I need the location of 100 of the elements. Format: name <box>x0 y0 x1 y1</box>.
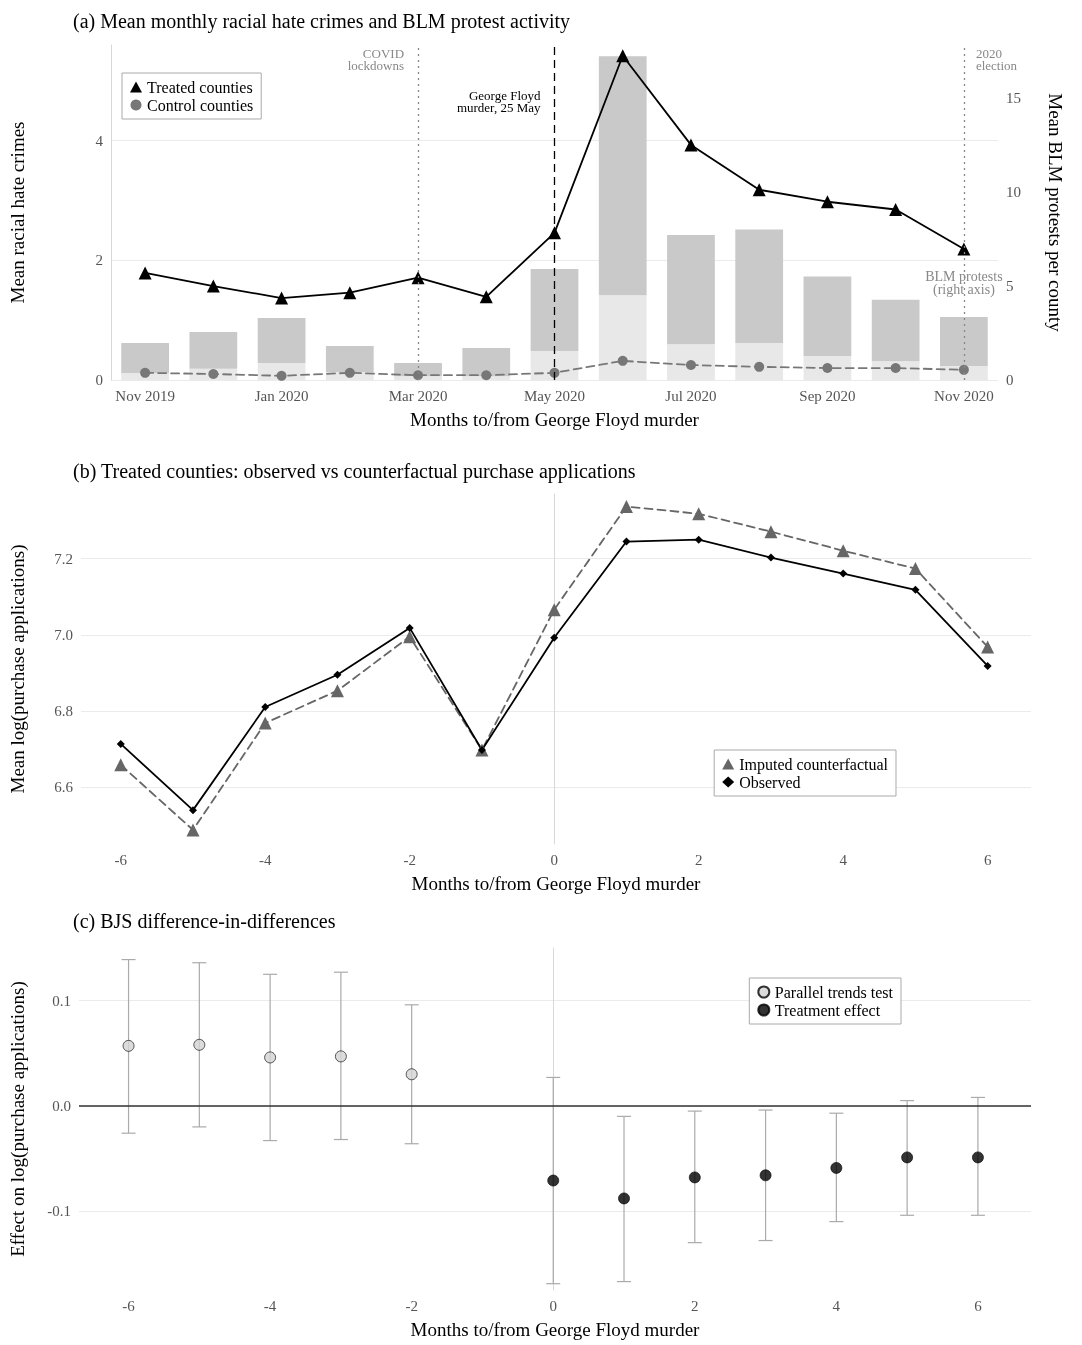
point <box>275 291 289 305</box>
bar <box>189 332 238 369</box>
y-tick-label: 6.8 <box>54 702 73 719</box>
x-tick-label: Jul 2020 <box>665 387 717 404</box>
x-tick-label: -6 <box>114 851 128 868</box>
bar <box>667 235 715 345</box>
point <box>333 670 342 679</box>
x-tick-label: May 2020 <box>523 387 586 404</box>
ref-line-label: George Floyd murder, 25 May <box>456 87 541 115</box>
point <box>889 203 903 217</box>
y2-tick-label: 15 <box>1006 89 1021 106</box>
x-tick-label: -4 <box>263 1297 277 1314</box>
annotation: BLM protests (right axis) <box>925 269 1003 299</box>
point <box>206 279 220 293</box>
point <box>261 703 270 712</box>
point <box>343 286 357 300</box>
point <box>188 806 197 815</box>
x-tick-label: Jan 2020 <box>254 387 309 404</box>
legend-label: Imputed counterfactual <box>739 755 889 774</box>
point <box>140 367 151 378</box>
x-tick-label: Nov 2019 <box>115 387 175 404</box>
point <box>548 226 561 240</box>
point <box>688 1171 701 1184</box>
point <box>549 367 560 378</box>
point <box>981 640 995 654</box>
x-tick-label: 6 <box>983 851 992 868</box>
point <box>616 49 630 63</box>
x-tick-label: Nov 2020 <box>934 387 994 404</box>
point <box>958 364 969 375</box>
legend-label: Parallel trends test <box>774 983 894 1001</box>
x-tick-label: 0 <box>550 851 558 868</box>
chart-title: (c) BJS difference-in-differences <box>73 910 336 933</box>
x-tick-label: 4 <box>839 851 848 868</box>
point <box>335 1050 347 1063</box>
point <box>114 758 128 772</box>
point <box>116 739 125 748</box>
x-tick-label: 6 <box>974 1297 983 1314</box>
y-tick-label: 0 <box>95 372 103 388</box>
x-tick-label: 2 <box>694 851 703 868</box>
y2-tick-label: 0 <box>1006 372 1014 388</box>
point <box>618 1192 630 1205</box>
point <box>344 367 355 378</box>
y-tick-label: 0.1 <box>52 992 71 1009</box>
x-tick-label: 2 <box>691 1297 699 1314</box>
point <box>764 525 778 539</box>
y-tick-label: 2 <box>95 252 103 269</box>
point <box>619 500 633 514</box>
point <box>550 633 559 642</box>
y-tick-label: 7.2 <box>54 550 73 567</box>
point <box>276 370 287 381</box>
point <box>411 271 425 285</box>
point <box>481 370 492 381</box>
y-tick-label: 7.0 <box>54 626 73 643</box>
point <box>547 603 561 617</box>
point <box>822 363 833 374</box>
point <box>413 370 424 381</box>
point <box>692 507 706 521</box>
y-axis-title: Mean log(purchase applications) <box>7 544 29 794</box>
legend-label: Treatment effect <box>774 1001 881 1019</box>
x-tick-label: -2 <box>403 851 416 868</box>
legend-label: Treated counties <box>147 78 253 96</box>
point <box>830 1162 843 1174</box>
point <box>754 361 765 372</box>
y-tick-label: 0.0 <box>52 1097 71 1114</box>
chart-title: (a) Mean monthly racial hate crimes and BLM protest activity <box>73 10 571 33</box>
y-tick-label: 6.6 <box>54 778 74 795</box>
point <box>617 355 628 366</box>
x-axis-title: Months to/from George Floyd murder <box>410 409 700 430</box>
x-tick-label: Sep 2020 <box>799 387 856 404</box>
point <box>186 823 200 837</box>
point <box>694 535 703 544</box>
bar <box>121 342 169 374</box>
x-axis-title: Months to/from George Floyd murder <box>410 1319 701 1340</box>
point <box>759 1169 772 1182</box>
point <box>839 569 848 578</box>
x-tick-label: 0 <box>549 1297 557 1314</box>
chart-title: (b) Treated counties: observed vs counterfactual purchase applications <box>73 460 636 483</box>
point <box>479 290 493 304</box>
bar <box>325 345 374 372</box>
point <box>258 716 272 730</box>
point <box>972 1151 984 1164</box>
legend-label: Control counties <box>147 96 254 114</box>
point <box>752 183 766 197</box>
point <box>405 623 414 632</box>
x-tick-label: Mar 2020 <box>388 387 448 404</box>
x-tick-label: -2 <box>405 1297 418 1314</box>
point <box>138 266 152 280</box>
point <box>890 363 901 374</box>
bar <box>803 276 852 356</box>
bar <box>735 229 784 343</box>
y2-tick-label: 5 <box>1006 277 1014 294</box>
point <box>208 369 219 380</box>
point <box>264 1051 277 1064</box>
point <box>547 1174 560 1187</box>
bar <box>462 348 511 377</box>
y-axis-title: Effect on log(purchase applications) <box>7 981 29 1257</box>
y-tick-label: -0.1 <box>47 1203 71 1220</box>
point <box>684 138 698 152</box>
y-tick-label: 4 <box>95 132 104 149</box>
ref-line-label: COVID lockdowns <box>347 45 405 73</box>
